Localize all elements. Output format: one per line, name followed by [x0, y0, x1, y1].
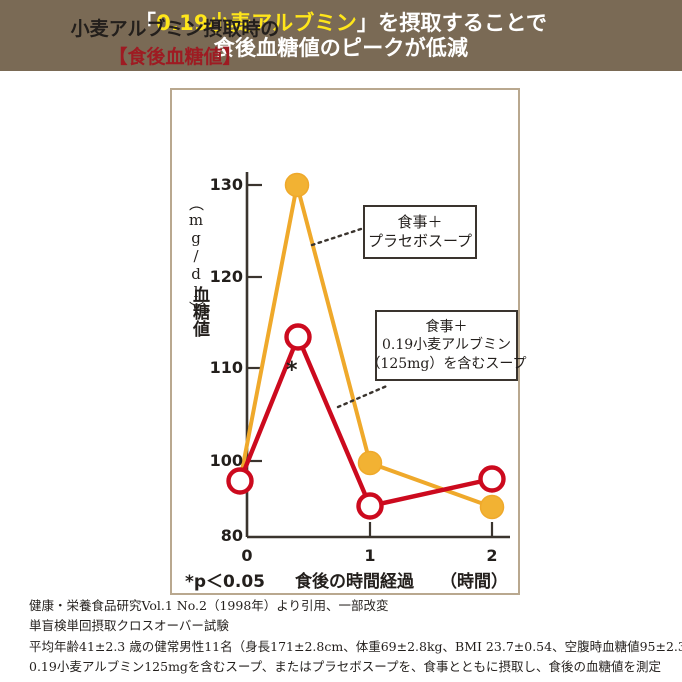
- callout-albumin: 食事＋ 0.19小麦アルブミン （125mg）を含むスープ: [366, 310, 527, 381]
- header-banner: 「0.19小麦アルブミン」を摂取することで 食後血糖値のピークが低減: [0, 0, 682, 71]
- x-axis-title: 食後の時間経過: [295, 572, 414, 592]
- chart-title-line-1: 小麦アルブミン摂取時の: [70, 18, 280, 40]
- y-tick-label-130: 130: [209, 175, 243, 194]
- header-accent-text: 0.19小麦アルブミン: [156, 10, 357, 35]
- y-axis-unit-label: （mg/dl）: [187, 196, 205, 316]
- callout-placebo-line-2: プラセボスープ: [367, 232, 473, 250]
- significance-asterisk: *: [286, 358, 298, 383]
- y-tick-label-80: 80: [220, 526, 243, 545]
- p-value-note: *p＜0.05: [185, 572, 266, 592]
- callout-albumin-line-1: 食事＋: [425, 318, 468, 335]
- x-tick-label-0: 0: [241, 546, 253, 565]
- callout-placebo-line-1: 食事＋: [397, 212, 443, 231]
- y-tick-label-110: 110: [209, 358, 243, 377]
- x-tick-label-2: 2: [486, 546, 498, 565]
- header-line-1: 「0.19小麦アルブミン」を摂取することで: [135, 11, 547, 36]
- footnotes-block: 健康・栄養食品研究Vol.1 No.2（1998年）より引用、一部改変 単盲検単…: [29, 596, 682, 677]
- callout-placebo: 食事＋ プラセボスープ: [363, 205, 477, 259]
- chart-title-line-2: 【食後血糖値】: [108, 46, 242, 68]
- header-line-1-tail: 」を摂取することで: [356, 10, 548, 35]
- header-line-2: 食後血糖値のピークが低減: [213, 35, 469, 60]
- y-tick-label-100: 100: [209, 451, 243, 470]
- callout-albumin-line-2: 0.19小麦アルブミン: [381, 337, 512, 354]
- callout-albumin-line-3: （125mg）を含むスープ: [366, 355, 527, 372]
- y-tick-label-120: 120: [209, 267, 243, 286]
- y-axis-title: 血糖値: [188, 286, 209, 337]
- footnote-line-4: 0.19小麦アルブミン125mgを含むスープ、またはプラセボスープを、食事ととも…: [29, 658, 662, 674]
- x-tick-label-1: 1: [364, 546, 376, 565]
- footnote-line-1: 健康・栄養食品研究Vol.1 No.2（1998年）より引用、一部改変: [29, 598, 389, 613]
- x-axis-unit-label: （時間）: [440, 572, 508, 592]
- footnote-line-3: 平均年齢41±2.3 歳の健常男性11名（身長171±2.8cm、体重69±2.…: [29, 638, 682, 654]
- header-quote-open: 「: [134, 10, 157, 35]
- footnote-line-2: 単盲検単回摂取クロスオーバー試験: [29, 618, 229, 634]
